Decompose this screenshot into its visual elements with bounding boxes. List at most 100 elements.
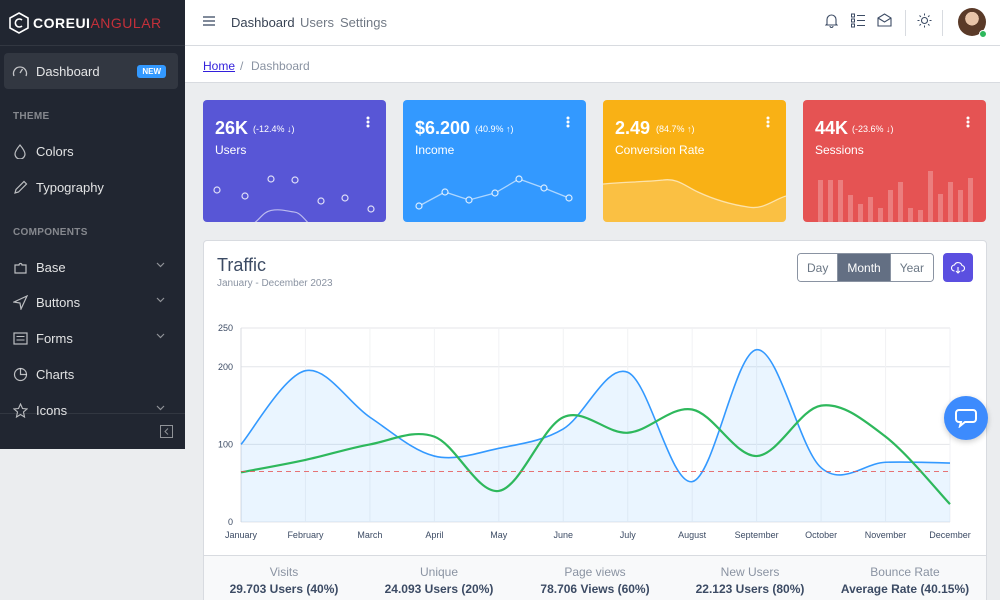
widget-value: $6.200 (415, 118, 471, 138)
widget-users: 26K (-12.4% ↓) Users (203, 100, 386, 222)
x-tick-label: March (357, 530, 382, 540)
stat-label: Bounce Rate (870, 565, 940, 579)
y-tick-label: 200 (218, 362, 233, 372)
range-day-button[interactable]: Day (798, 254, 838, 281)
widget-change: (84.7% ↑) (656, 124, 695, 134)
x-tick-label: January (225, 530, 258, 540)
notes-icon (12, 330, 28, 346)
series-line-1 (240, 404, 951, 505)
widget-bar-sparkline (818, 171, 973, 222)
chat-button[interactable] (944, 396, 988, 440)
widget-line-sparkline (415, 175, 573, 210)
star-icon (12, 402, 28, 418)
speedometer-icon (12, 63, 28, 79)
sidebar-item-label: Icons (36, 402, 68, 418)
chevron-down-icon (156, 297, 165, 303)
header-nav-dashboard[interactable]: Dashboard (231, 15, 295, 30)
widget-sessions: 44K (-23.6% ↓) Sessions (803, 100, 986, 222)
brand-logo[interactable]: COREUIANGULAR (0, 0, 185, 46)
stat-new-users: New Users 22.123 Users (80%) (670, 565, 830, 596)
range-year-button[interactable]: Year (889, 254, 933, 281)
range-month-button[interactable]: Month (837, 254, 890, 281)
download-button[interactable] (943, 253, 973, 282)
pencil-icon (12, 179, 28, 195)
stat-label: New Users (720, 565, 780, 579)
sidebar-item-typography[interactable]: Typography (0, 169, 185, 205)
hamburger-menu-icon[interactable] (203, 15, 215, 27)
x-tick-label: October (805, 530, 837, 540)
more-vertical-icon[interactable] (766, 116, 770, 128)
chevron-down-icon (156, 262, 165, 268)
y-tick-label: 250 (218, 323, 233, 333)
sun-icon[interactable] (917, 13, 932, 28)
sidebar-item-icons[interactable]: Icons (0, 392, 185, 428)
cursor-icon (12, 294, 28, 310)
sidebar-item-forms[interactable]: Forms (0, 320, 185, 356)
header-nav-users[interactable]: Users (300, 15, 334, 30)
traffic-card: Traffic January - December 2023 Day Mont… (203, 240, 987, 600)
widget-income: $6.200 (40.9% ↑) Income (403, 100, 586, 222)
sidebar-toggler-icon[interactable] (160, 425, 173, 438)
sidebar-item-colors[interactable]: Colors (0, 133, 185, 169)
stat-unique: Unique 24.093 Users (20%) (359, 565, 519, 596)
breadcrumb-home-link[interactable]: Home (203, 59, 236, 73)
stat-label: Page views (564, 565, 626, 579)
sidebar-item-buttons[interactable]: Buttons (0, 284, 185, 320)
more-vertical-icon[interactable] (366, 116, 370, 128)
nav-title-theme: THEME (13, 111, 50, 122)
x-tick-label: June (554, 530, 574, 540)
sidebar-item-label: Dashboard (36, 63, 100, 79)
sidebar: COREUIANGULAR Dashboard NEW THEME Colors… (0, 0, 185, 449)
stat-visits: Visits 29.703 Users (40%) (204, 565, 364, 596)
header-divider (942, 10, 943, 36)
card-subtitle: January - December 2023 (217, 278, 333, 289)
widget-label: Income (415, 143, 455, 157)
widget-label: Sessions (815, 143, 864, 157)
x-tick-label: August (678, 530, 707, 540)
list-icon[interactable] (851, 13, 865, 28)
x-tick-label: July (620, 530, 637, 540)
sidebar-item-label: Buttons (36, 294, 81, 310)
drop-icon (12, 143, 28, 159)
sidebar-item-label: Forms (36, 330, 73, 346)
stat-value: 24.093 Users (20%) (384, 582, 494, 596)
stat-value: Average Rate (40.15%) (840, 582, 970, 596)
sidebar-item-dashboard[interactable]: Dashboard NEW (4, 53, 178, 89)
widget-area-sparkline (603, 179, 786, 222)
sidebar-item-charts[interactable]: Charts (0, 356, 185, 392)
sidebar-item-label: Base (36, 259, 66, 275)
widget-value: 2.49 (615, 118, 651, 138)
nav-title-components: COMPONENTS (13, 227, 88, 238)
stat-label: Visits (269, 565, 299, 579)
widget-change: (-12.4% ↓) (253, 124, 295, 134)
stat-value: 78.706 Views (60%) (540, 582, 650, 596)
sidebar-footer (0, 413, 185, 449)
card-title: Traffic (217, 255, 267, 275)
widget-label: Users (215, 143, 247, 157)
bell-icon[interactable] (825, 13, 838, 28)
online-status-dot (979, 30, 987, 38)
header: Dashboard Users Settings (185, 0, 1000, 46)
widget-line-sparkline (213, 175, 375, 222)
widget-value: 26K (215, 118, 249, 138)
envelope-open-icon[interactable] (877, 13, 892, 27)
series-area-0 (241, 349, 950, 522)
header-divider (905, 10, 906, 36)
puzzle-icon (12, 259, 28, 275)
x-tick-label: April (425, 530, 443, 540)
x-tick-label: February (287, 530, 324, 540)
widget-conversion-rate: 2.49 (84.7% ↑) Conversion Rate (603, 100, 786, 222)
stat-value: 29.703 Users (40%) (229, 582, 339, 596)
more-vertical-icon[interactable] (966, 116, 970, 128)
header-nav-settings[interactable]: Settings (340, 15, 387, 30)
sidebar-item-label: Charts (36, 366, 75, 382)
breadcrumb: Home / Dashboard (185, 46, 1000, 83)
range-toggle-group: Day Month Year (797, 253, 934, 282)
x-tick-label: May (490, 530, 508, 540)
widget-label: Conversion Rate (615, 143, 705, 157)
stat-label: Unique (419, 565, 459, 579)
chat-bubble-icon (955, 409, 977, 428)
more-vertical-icon[interactable] (566, 116, 570, 128)
traffic-line-chart: 0 100 200 250 January February March April May Ju… (218, 323, 971, 540)
sidebar-item-base[interactable]: Base (0, 249, 185, 285)
